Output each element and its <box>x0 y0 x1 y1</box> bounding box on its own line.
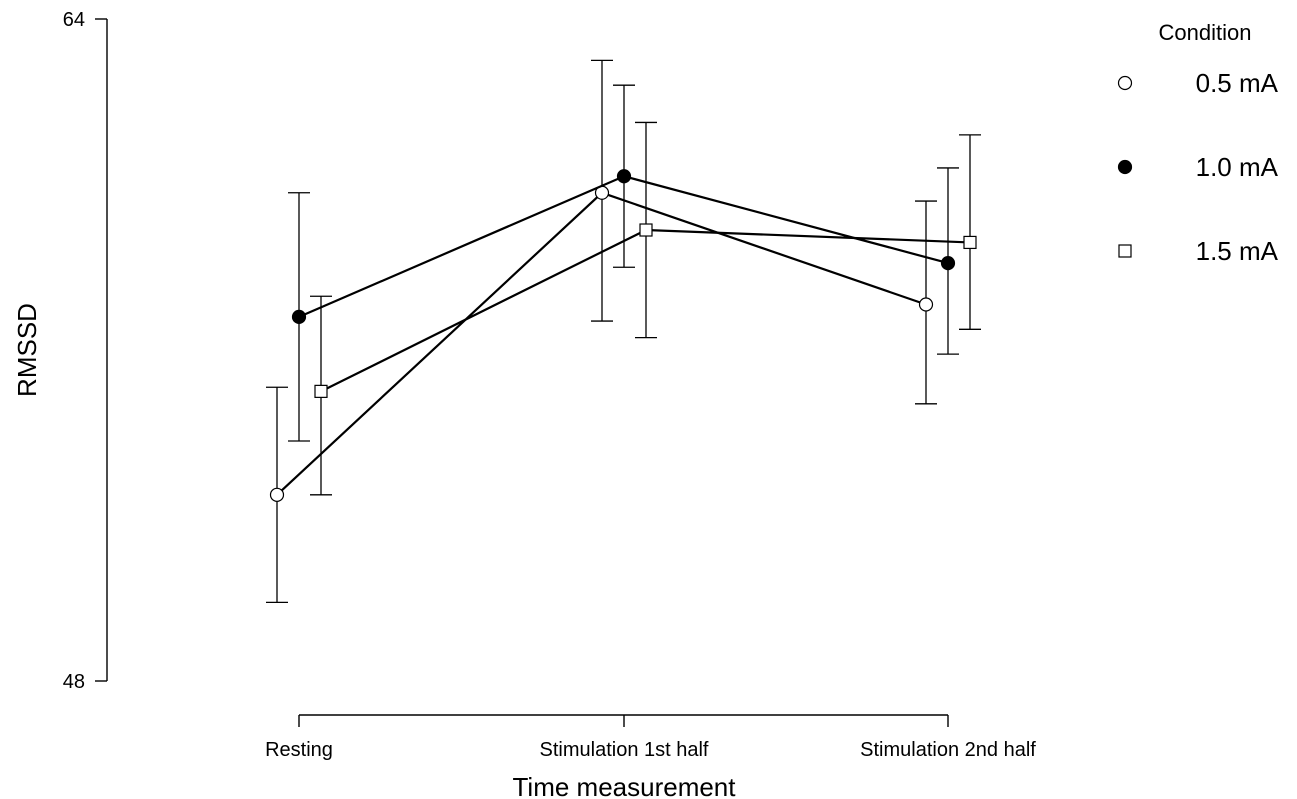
data-point <box>639 223 653 237</box>
x-tick-label: Stimulation 1st half <box>540 739 709 761</box>
x-tick-label: Resting <box>265 739 333 761</box>
legend-marker <box>1118 244 1132 258</box>
error-bar <box>959 134 981 330</box>
x-axis-title: Time measurement <box>513 772 737 799</box>
legend-label: 1.5 mA <box>1196 236 1279 266</box>
y-tick-label: 64 <box>63 9 85 31</box>
legend-label: 1.0 mA <box>1196 152 1279 182</box>
legend-item-0-5-ma: 0.5 mA <box>1117 68 1279 98</box>
series-1-0-ma <box>288 84 959 442</box>
legend: Condition 0.5 mA 1.0 mA 1.5 mA <box>1117 20 1279 266</box>
data-point <box>963 235 977 250</box>
plot-area <box>266 59 981 604</box>
y-axis-title: RMSSD <box>12 303 42 397</box>
y-tick-label: 48 <box>63 671 85 693</box>
data-point <box>291 309 307 324</box>
legend-label: 0.5 mA <box>1196 68 1279 98</box>
data-point <box>616 169 632 184</box>
data-point <box>918 297 934 312</box>
y-axis: 48 64 <box>63 9 108 693</box>
legend-marker <box>1117 75 1133 91</box>
legend-item-1-5-ma: 1.5 mA <box>1118 236 1279 266</box>
legend-item-1-0-ma: 1.0 mA <box>1117 152 1279 182</box>
x-axis: Resting Stimulation 1st half Stimulation 2… <box>265 714 1036 761</box>
data-point <box>314 384 328 398</box>
series-1-5-ma <box>310 121 981 496</box>
legend-title: Condition <box>1159 20 1252 45</box>
series-0-5-ma <box>266 59 937 604</box>
data-point <box>940 256 956 271</box>
x-tick-label: Stimulation 2nd half <box>860 739 1036 761</box>
legend-marker <box>1117 159 1133 175</box>
data-point <box>269 487 285 502</box>
